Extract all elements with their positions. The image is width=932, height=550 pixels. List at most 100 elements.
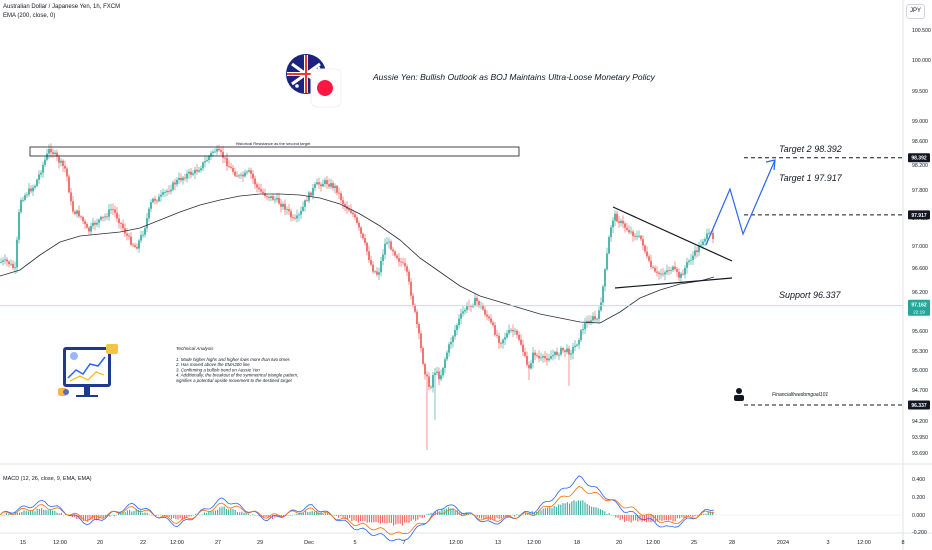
macd-histogram-bar bbox=[492, 515, 494, 519]
price-tick-label: 95.000 bbox=[912, 368, 928, 374]
candle-body bbox=[392, 249, 394, 252]
macd-histogram-bar bbox=[157, 515, 159, 516]
candle-body bbox=[6, 259, 8, 262]
ema200-line bbox=[0, 193, 715, 324]
candle-body bbox=[200, 168, 202, 171]
candle-body bbox=[286, 209, 288, 211]
candle-body bbox=[462, 311, 464, 314]
time-tick-label: Dec bbox=[304, 540, 314, 546]
candle-body bbox=[534, 352, 536, 356]
macd-histogram-bar bbox=[291, 515, 293, 516]
macd-histogram-bar bbox=[481, 515, 483, 519]
candle-body bbox=[182, 177, 184, 181]
macd-histogram-bar bbox=[426, 514, 428, 515]
macd-histogram-bar bbox=[87, 515, 89, 522]
candle-body bbox=[62, 160, 64, 166]
candle-body bbox=[140, 235, 142, 241]
macd-histogram-bar bbox=[338, 515, 340, 518]
macd-histogram-bar bbox=[219, 507, 221, 515]
macd-histogram-bar bbox=[456, 510, 458, 515]
macd-histogram-bar bbox=[470, 514, 472, 515]
macd-histogram-bar bbox=[181, 515, 183, 521]
macd-histogram-bar bbox=[602, 510, 604, 515]
resistance-zone[interactable] bbox=[29, 146, 520, 157]
candle-body bbox=[28, 188, 30, 195]
candle-body bbox=[220, 150, 222, 152]
macd-histogram-bar bbox=[690, 515, 692, 516]
candle-body bbox=[588, 320, 590, 324]
candle-body bbox=[408, 271, 410, 282]
candle-body bbox=[262, 191, 264, 194]
candle-body bbox=[682, 273, 684, 275]
macd-histogram-bar bbox=[173, 515, 175, 519]
candle-body bbox=[206, 160, 208, 162]
macd-histogram-bar bbox=[232, 508, 234, 515]
macd-histogram-bar bbox=[485, 515, 487, 520]
macd-histogram-bar bbox=[151, 514, 153, 516]
macd-histogram-bar bbox=[170, 515, 172, 520]
candle-body bbox=[592, 316, 594, 321]
macd-histogram-bar bbox=[228, 509, 230, 515]
macd-histogram-bar bbox=[382, 515, 384, 523]
macd-histogram-bar bbox=[298, 512, 300, 515]
candle-body bbox=[316, 182, 318, 185]
macd-histogram-bar bbox=[573, 500, 575, 515]
time-tick-label: 12:00 bbox=[170, 540, 184, 546]
candle-body bbox=[330, 183, 332, 187]
candle-body bbox=[674, 266, 676, 270]
macd-histogram-bar bbox=[155, 515, 157, 517]
macd-histogram-bar bbox=[148, 514, 150, 516]
macd-histogram-bar bbox=[417, 515, 419, 520]
macd-histogram-bar bbox=[377, 515, 379, 523]
candle-body bbox=[326, 180, 328, 185]
price-tick-label: 96.600 bbox=[912, 266, 928, 272]
macd-histogram-bar bbox=[562, 503, 564, 515]
time-tick-label: 28 bbox=[729, 540, 735, 546]
macd-histogram-bar bbox=[21, 511, 23, 515]
candle-body bbox=[176, 179, 178, 185]
candle-body bbox=[528, 364, 530, 369]
macd-histogram-bar bbox=[96, 515, 98, 521]
candle-body bbox=[114, 209, 116, 213]
candle-body bbox=[22, 199, 24, 201]
candle-body bbox=[144, 228, 146, 235]
candle-body bbox=[562, 348, 564, 351]
candle-body bbox=[442, 368, 444, 376]
macd-histogram-bar bbox=[302, 512, 304, 515]
candle-body bbox=[356, 217, 358, 223]
price-tick-label: 94.700 bbox=[912, 388, 928, 394]
last-price-badge-bg bbox=[908, 299, 930, 316]
macd-histogram-bar bbox=[430, 512, 432, 515]
macd-histogram-bar bbox=[168, 515, 170, 517]
candle-body bbox=[580, 330, 582, 341]
candle-body bbox=[342, 200, 344, 205]
macd-histogram-bar bbox=[355, 515, 357, 521]
macd-histogram-bar bbox=[586, 504, 588, 515]
candle-body bbox=[348, 209, 350, 211]
time-tick-label: 15 bbox=[20, 540, 26, 546]
time-tick-label: 20 bbox=[616, 540, 622, 546]
macd-histogram-bar bbox=[582, 500, 584, 515]
candle-body bbox=[230, 166, 232, 168]
macd-histogram-bar bbox=[243, 512, 245, 515]
time-tick-label: 12:00 bbox=[857, 540, 871, 546]
macd-histogram-bar bbox=[494, 515, 496, 521]
macd-histogram-bar bbox=[41, 508, 43, 515]
candle-body bbox=[500, 342, 502, 344]
candle-body bbox=[696, 250, 698, 253]
candle-body bbox=[312, 187, 314, 196]
triangle-lower-trendline[interactable] bbox=[614, 277, 733, 289]
candle-body bbox=[384, 243, 386, 255]
candle-body bbox=[66, 168, 68, 177]
candle-body bbox=[34, 185, 36, 188]
candle-body bbox=[248, 170, 250, 172]
candle-body bbox=[598, 310, 600, 319]
candle-body bbox=[670, 270, 672, 271]
countdown-badge: 22:19 bbox=[913, 310, 925, 315]
macd-histogram-bar bbox=[102, 515, 104, 519]
candle-body bbox=[214, 151, 216, 153]
currency-button[interactable]: JPY bbox=[906, 4, 925, 19]
macd-histogram-bar bbox=[274, 515, 276, 518]
triangle-upper-trendline[interactable] bbox=[612, 206, 733, 262]
